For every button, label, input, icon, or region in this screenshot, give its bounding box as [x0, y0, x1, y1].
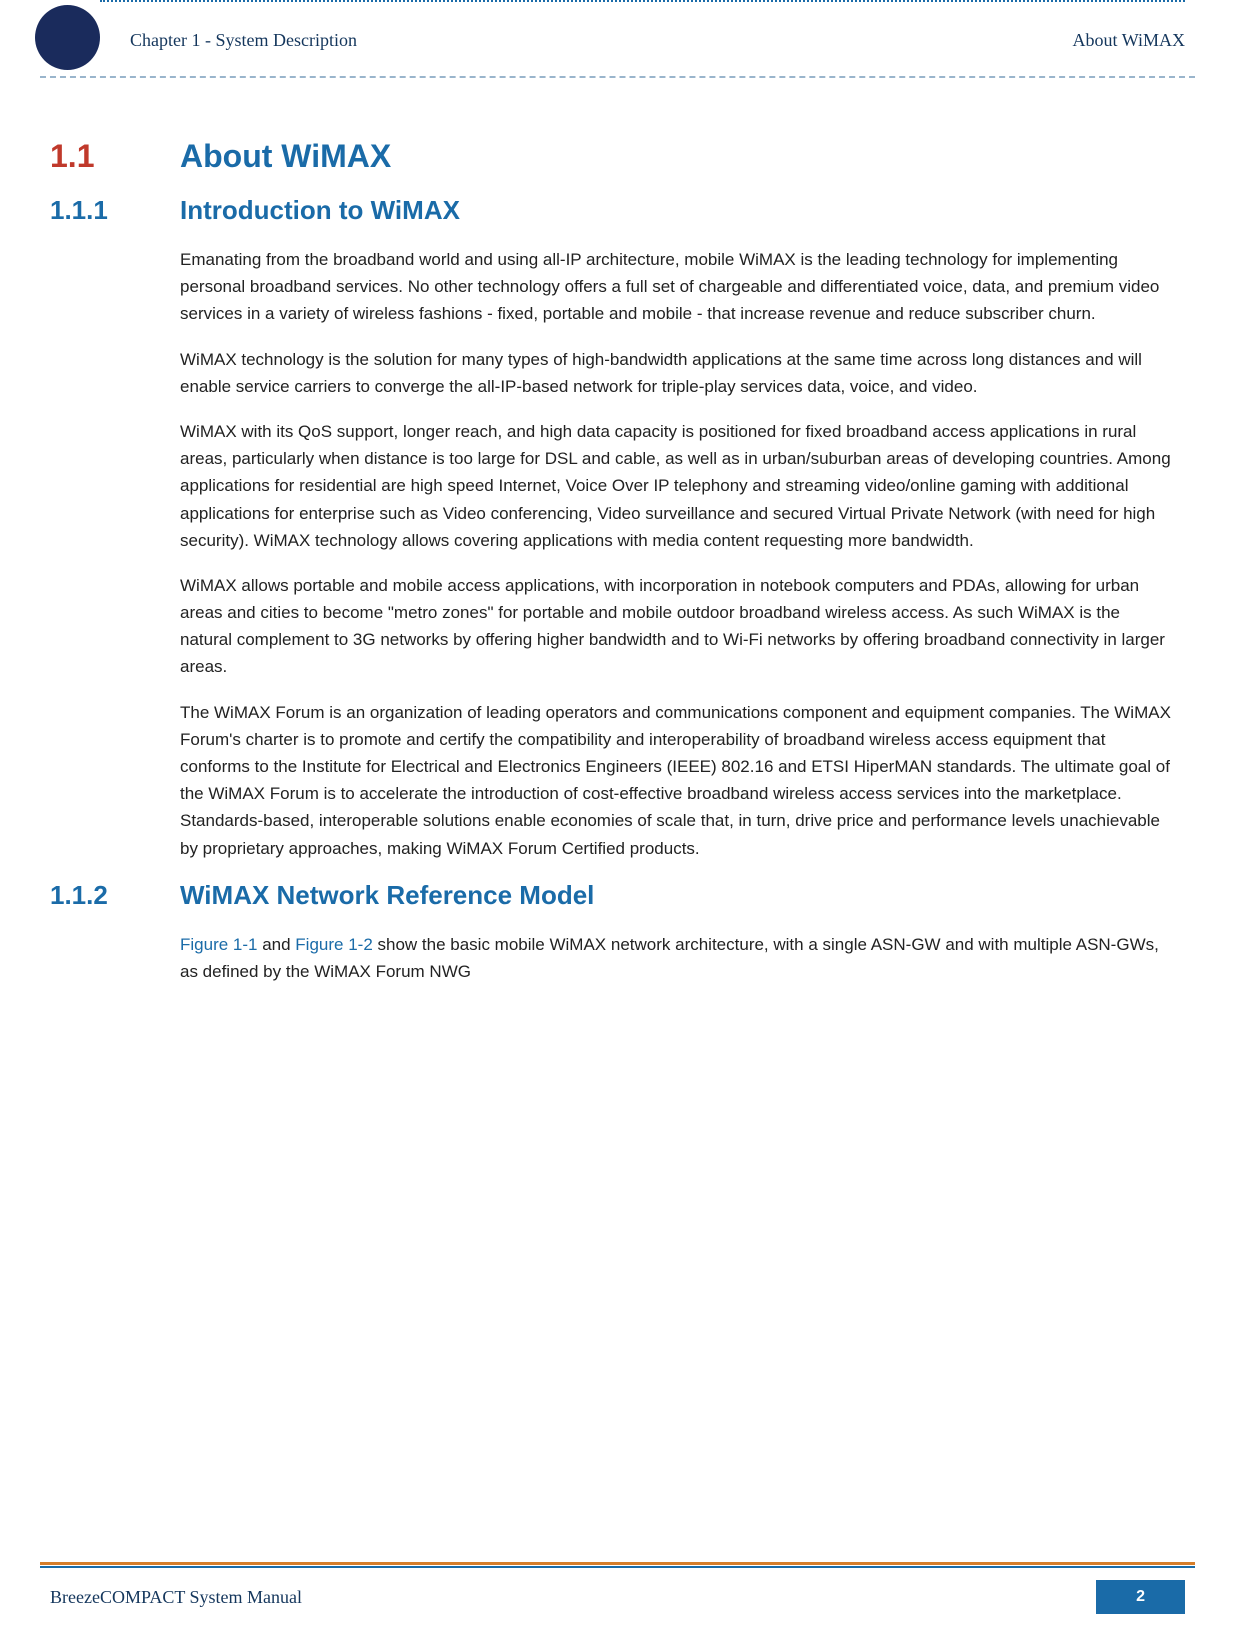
page-footer: BreezeCOMPACT System Manual 2 [0, 1562, 1235, 1639]
dotted-top-border [100, 0, 1185, 2]
footer-line-orange [40, 1562, 1195, 1565]
chapter-label: Chapter 1 - System Description [130, 30, 357, 51]
footer-content: BreezeCOMPACT System Manual 2 [0, 1568, 1235, 1639]
section-title: About WiMAX [180, 138, 391, 175]
section-1-1: 1.1 About WiMAX [50, 138, 1175, 175]
section-number: 1.1.2 [50, 880, 180, 911]
section-title: Introduction to WiMAX [180, 195, 460, 226]
page-header: Chapter 1 - System Description About WiM… [0, 0, 1235, 66]
paragraph: The WiMAX Forum is an organization of le… [180, 699, 1175, 862]
section-number: 1.1 [50, 138, 180, 175]
manual-name: BreezeCOMPACT System Manual [50, 1587, 302, 1608]
page-number: 2 [1096, 1580, 1185, 1614]
paragraph: WiMAX allows portable and mobile access … [180, 572, 1175, 681]
section-number: 1.1.1 [50, 195, 180, 226]
paragraph-with-refs: Figure 1-1 and Figure 1-2 show the basic… [180, 931, 1175, 985]
figure-reference-link[interactable]: Figure 1-2 [295, 935, 372, 954]
paragraph: WiMAX technology is the solution for man… [180, 346, 1175, 400]
circle-decoration-icon [35, 5, 100, 70]
paragraph: Emanating from the broadband world and u… [180, 246, 1175, 328]
section-1-1-2: 1.1.2 WiMAX Network Reference Model [50, 880, 1175, 911]
section-title: WiMAX Network Reference Model [180, 880, 594, 911]
paragraph: WiMAX with its QoS support, longer reach… [180, 418, 1175, 554]
section-1-1-1: 1.1.1 Introduction to WiMAX [50, 195, 1175, 226]
topic-label: About WiMAX [1073, 30, 1185, 51]
text-fragment: and [257, 935, 295, 954]
main-content: 1.1 About WiMAX 1.1.1 Introduction to Wi… [0, 78, 1235, 1023]
figure-reference-link[interactable]: Figure 1-1 [180, 935, 257, 954]
